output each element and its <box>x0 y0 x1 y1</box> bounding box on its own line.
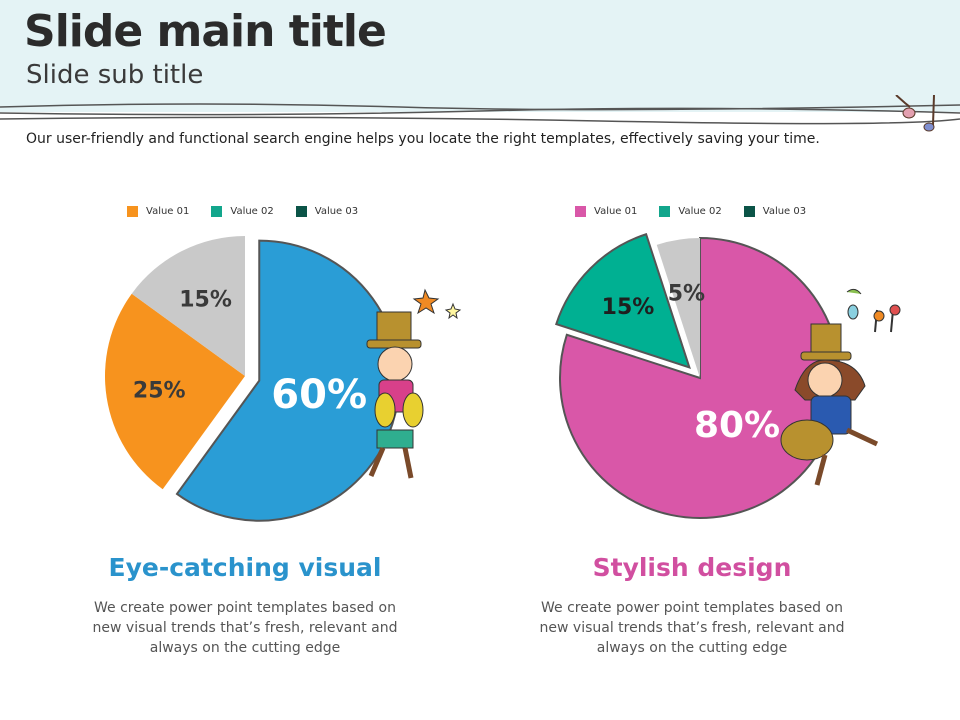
slice-label: 15% <box>179 288 232 313</box>
music-note-icon <box>873 304 901 333</box>
body-line: We create power point templates based on <box>541 600 843 616</box>
legend-item: Value 01 <box>575 206 637 217</box>
staff-lines-decoration <box>0 95 960 132</box>
legend-swatch <box>659 206 671 217</box>
pie-slice <box>554 232 691 369</box>
slice-label: 80% <box>694 405 780 446</box>
slice-label: 60% <box>271 372 367 418</box>
legend: Value 01 Value 02 Value 03 <box>575 206 806 217</box>
music-note-icon <box>895 95 935 132</box>
pie-slice <box>656 238 700 378</box>
pie-chart-1: Value 01 Value 02 Value 03 60% 25% 15% <box>0 190 460 550</box>
legend-swatch <box>743 206 755 217</box>
slice-label: 15% <box>602 295 655 320</box>
body-line: new visual trends that’s fresh, relevant… <box>92 620 398 636</box>
legend-item: Value 03 <box>295 206 359 217</box>
legend-item: Value 02 <box>659 206 722 217</box>
cymbal-boy-illustration <box>366 288 462 479</box>
section-body: We create power point templates based on… <box>462 598 922 658</box>
pie-slice <box>105 293 246 490</box>
legend-swatch <box>295 206 307 217</box>
legend-item: Value 03 <box>743 206 807 217</box>
section-heading: Eye-catching visual <box>108 553 382 582</box>
slice-label: 25% <box>133 379 186 404</box>
body-line: always on the cutting edge <box>596 640 788 656</box>
pie-chart-2: Value 01 Value 02 Value 03 80% 15% 5% <box>455 190 915 550</box>
legend-label: Value 01 <box>146 206 190 217</box>
legend-label: Value 02 <box>678 206 722 217</box>
legend-label: Value 03 <box>314 206 359 217</box>
music-note-icon <box>846 288 862 320</box>
slice-label: 5% <box>668 281 705 306</box>
header-band: Slide main title Slide sub title <box>0 0 960 112</box>
legend: Value 01 Value 02 Value 03 <box>127 206 358 217</box>
body-line: new visual trends that’s fresh, relevant… <box>539 620 845 636</box>
pie-svg: 60% 25% 15% <box>105 236 401 522</box>
pie-svg: 80% 15% 5% <box>554 232 841 519</box>
pie-slice <box>559 236 841 519</box>
legend-swatch <box>127 206 138 217</box>
body-line: always on the cutting edge <box>149 640 341 656</box>
legend-label: Value 02 <box>230 206 274 217</box>
body-line: We create power point templates based on <box>94 600 396 616</box>
slide-subtitle: Slide sub title <box>26 60 204 90</box>
legend-item: Value 01 <box>127 206 189 217</box>
section-heading: Stylish design <box>592 553 792 582</box>
legend-swatch <box>211 206 223 217</box>
legend-swatch <box>575 206 586 217</box>
pie-slice <box>131 236 245 376</box>
description-text: Our user-friendly and functional search … <box>26 131 820 147</box>
legend-item: Value 02 <box>211 206 274 217</box>
pie-slice <box>175 239 401 522</box>
drummer-girl-illustration <box>780 288 901 486</box>
slide-title: Slide main title <box>24 6 387 57</box>
legend-label: Value 03 <box>762 206 807 217</box>
section-body: We create power point templates based on… <box>15 598 475 658</box>
legend-label: Value 01 <box>594 206 638 217</box>
